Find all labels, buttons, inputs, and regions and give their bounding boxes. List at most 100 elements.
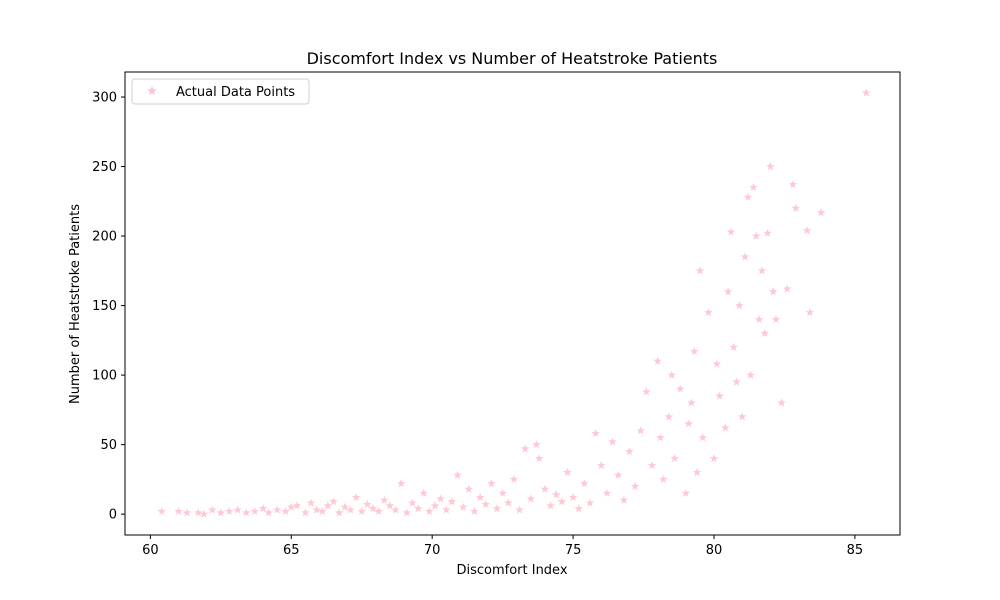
data-point	[374, 506, 383, 515]
data-point	[757, 266, 767, 275]
data-point	[557, 497, 567, 506]
data-point	[379, 495, 389, 504]
data-point	[749, 182, 758, 192]
data-point	[306, 498, 316, 507]
data-point	[709, 454, 719, 463]
data-point	[208, 505, 217, 514]
data-point	[656, 433, 665, 442]
data-point	[619, 495, 629, 504]
data-point	[777, 398, 786, 407]
data-point	[503, 498, 513, 507]
legend-star-icon	[147, 86, 157, 96]
data-point	[413, 504, 423, 513]
data-point	[695, 266, 705, 275]
data-point	[425, 506, 434, 515]
data-point	[760, 328, 770, 338]
data-point	[658, 474, 668, 484]
data-point	[334, 508, 344, 517]
y-axis: 0 50 100 150 200 250 300	[92, 91, 125, 523]
data-point	[802, 226, 812, 235]
data-point	[540, 484, 550, 493]
data-point	[732, 377, 741, 386]
data-point	[551, 490, 561, 499]
data-point	[667, 370, 677, 379]
data-point	[740, 252, 750, 261]
y-tick-label: 300	[92, 91, 117, 106]
chart-title: Discomfort Index vs Number of Heatstroke…	[307, 49, 718, 68]
data-point	[481, 499, 491, 509]
data-point	[630, 481, 640, 490]
data-point	[233, 505, 243, 514]
y-tick-label: 100	[92, 369, 117, 384]
data-point	[447, 497, 457, 506]
data-point	[329, 497, 338, 506]
data-point	[317, 506, 327, 515]
x-tick-label: 70	[424, 543, 441, 558]
data-point	[487, 479, 496, 488]
data-point	[182, 508, 192, 517]
y-tick-label: 200	[92, 230, 117, 245]
data-point	[272, 505, 282, 514]
data-point	[723, 287, 733, 296]
data-point	[687, 398, 696, 407]
data-point	[470, 506, 479, 515]
data-point	[782, 284, 792, 293]
data-point	[264, 508, 274, 517]
data-point	[766, 162, 775, 171]
data-point	[408, 498, 417, 507]
data-point	[396, 479, 406, 488]
data-point	[675, 384, 685, 393]
x-tick-label: 85	[847, 543, 864, 558]
data-point	[458, 502, 468, 511]
data-point	[515, 505, 524, 514]
data-point	[224, 506, 234, 515]
legend: Actual Data Points	[131, 78, 310, 105]
data-point	[763, 228, 772, 237]
data-point	[726, 227, 736, 236]
data-point	[193, 508, 203, 517]
data-point	[720, 423, 730, 432]
data-point	[735, 301, 744, 310]
data-point	[292, 501, 302, 510]
data-point	[684, 419, 693, 428]
data-point	[301, 508, 310, 517]
data-point	[368, 504, 378, 513]
data-point	[391, 505, 400, 514]
data-point	[704, 308, 713, 317]
data-point	[729, 342, 739, 351]
y-tick-label: 0	[109, 508, 117, 523]
data-point	[492, 504, 502, 513]
data-point	[346, 505, 355, 514]
y-tick-label: 150	[92, 299, 117, 314]
data-point	[625, 447, 634, 456]
data-point	[692, 467, 702, 477]
data-point	[498, 488, 507, 497]
data-point	[241, 508, 251, 517]
data-point	[509, 474, 519, 484]
data-point	[771, 314, 781, 324]
data-point	[574, 504, 584, 513]
data-point	[258, 504, 268, 513]
data-point	[357, 506, 367, 515]
data-point	[613, 470, 623, 479]
data-point	[791, 203, 801, 212]
data-point	[199, 509, 209, 518]
y-axis-label: Number of Heatstroke Patients	[68, 204, 83, 404]
data-point	[861, 88, 871, 97]
data-point	[419, 488, 429, 497]
data-point	[563, 467, 572, 477]
data-point	[323, 501, 333, 510]
data-point	[363, 499, 372, 509]
data-point	[653, 356, 662, 365]
data-point	[340, 502, 350, 511]
data-point	[585, 498, 595, 507]
data-point	[385, 501, 395, 510]
data-point	[805, 308, 815, 317]
data-point	[174, 506, 183, 515]
data-point	[647, 460, 657, 470]
data-point	[670, 454, 679, 463]
legend-box	[131, 78, 310, 105]
data-point	[596, 460, 606, 470]
data-point	[751, 231, 761, 240]
